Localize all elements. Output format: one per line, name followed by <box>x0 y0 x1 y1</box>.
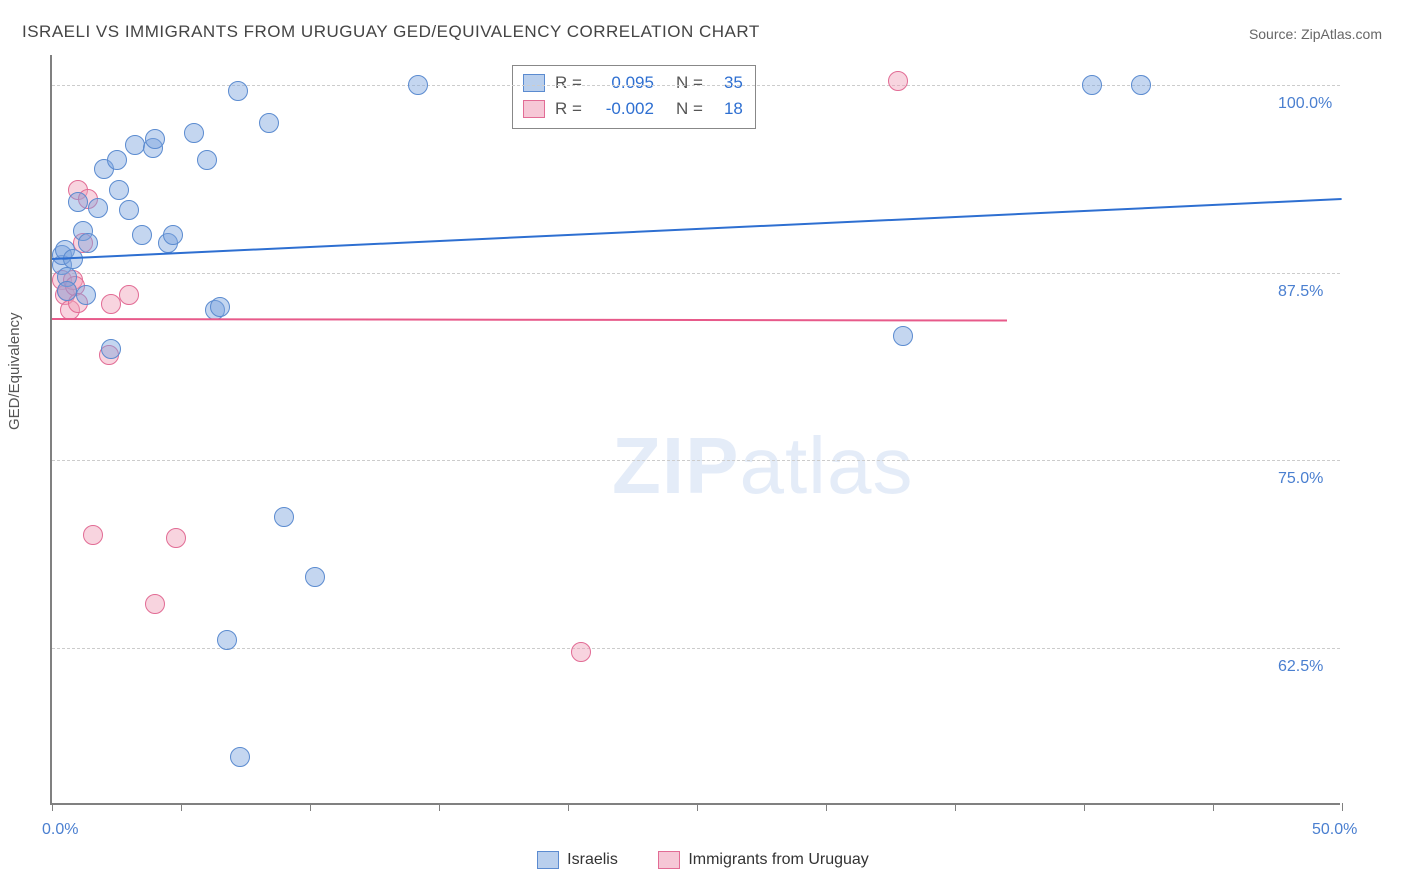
legend-item-2: Immigrants from Uruguay <box>658 851 869 869</box>
data-point <box>274 507 294 527</box>
data-point <box>119 200 139 220</box>
legend-label-2: Immigrants from Uruguay <box>688 851 869 869</box>
watermark-zip: ZIP <box>612 421 739 510</box>
y-tick-label: 75.0% <box>1278 470 1323 488</box>
swatch-s1-icon <box>537 851 559 869</box>
y-tick-label: 62.5% <box>1278 658 1323 676</box>
data-point <box>101 294 121 314</box>
x-tick <box>826 803 827 811</box>
data-point <box>893 326 913 346</box>
R-label: R = <box>555 70 582 96</box>
data-point <box>78 233 98 253</box>
x-tick <box>955 803 956 811</box>
data-point <box>145 129 165 149</box>
data-point <box>163 225 183 245</box>
data-point <box>57 281 77 301</box>
data-point <box>1082 75 1102 95</box>
data-point <box>132 225 152 245</box>
x-tick <box>52 803 53 811</box>
data-point <box>571 642 591 662</box>
x-tick <box>697 803 698 811</box>
data-point <box>217 630 237 650</box>
y-tick-label: 100.0% <box>1278 95 1332 113</box>
x-tick <box>1342 803 1343 811</box>
x-tick <box>568 803 569 811</box>
data-point <box>107 150 127 170</box>
x-tick <box>1213 803 1214 811</box>
legend-stats-row-2: R = -0.002 N = 18 <box>523 96 743 122</box>
data-point <box>101 339 121 359</box>
s2-N-value: 18 <box>713 96 743 122</box>
data-point <box>228 81 248 101</box>
N-label: N = <box>676 96 703 122</box>
data-point <box>197 150 217 170</box>
chart-title: ISRAELI VS IMMIGRANTS FROM URUGUAY GED/E… <box>22 22 760 42</box>
x-tick <box>1084 803 1085 811</box>
watermark-atlas: atlas <box>739 421 913 510</box>
data-point <box>109 180 129 200</box>
s2-R-value: -0.002 <box>592 96 654 122</box>
plot-area: ZIPatlas R = 0.095 N = 35 R = -0.002 N =… <box>50 55 1340 805</box>
R-label: R = <box>555 96 582 122</box>
legend-label-1: Israelis <box>567 851 618 869</box>
data-point <box>408 75 428 95</box>
data-point <box>184 123 204 143</box>
gridline <box>52 460 1340 461</box>
data-point <box>166 528 186 548</box>
data-point <box>230 747 250 767</box>
data-point <box>888 71 908 91</box>
legend-item-1: Israelis <box>537 851 618 869</box>
watermark: ZIPatlas <box>612 420 913 512</box>
y-tick-label: 87.5% <box>1278 283 1323 301</box>
data-point <box>305 567 325 587</box>
N-label: N = <box>676 70 703 96</box>
x-tick-label: 0.0% <box>42 821 78 839</box>
legend-stats-box: R = 0.095 N = 35 R = -0.002 N = 18 <box>512 65 756 129</box>
gridline <box>52 648 1340 649</box>
data-point <box>125 135 145 155</box>
x-tick-label: 50.0% <box>1312 821 1357 839</box>
swatch-s2-icon <box>523 100 545 118</box>
s1-R-value: 0.095 <box>592 70 654 96</box>
data-point <box>259 113 279 133</box>
legend-bottom: Israelis Immigrants from Uruguay <box>0 851 1406 874</box>
x-tick <box>439 803 440 811</box>
swatch-s1-icon <box>523 74 545 92</box>
data-point <box>210 297 230 317</box>
swatch-s2-icon <box>658 851 680 869</box>
data-point <box>1131 75 1151 95</box>
source-label: Source: ZipAtlas.com <box>1249 26 1382 42</box>
x-tick <box>310 803 311 811</box>
data-point <box>68 192 88 212</box>
data-point <box>119 285 139 305</box>
data-point <box>145 594 165 614</box>
trend-line <box>52 198 1342 260</box>
x-tick <box>181 803 182 811</box>
y-axis-label: GED/Equivalency <box>6 312 23 430</box>
data-point <box>83 525 103 545</box>
s1-N-value: 35 <box>713 70 743 96</box>
gridline <box>52 273 1340 274</box>
data-point <box>76 285 96 305</box>
data-point <box>88 198 108 218</box>
trend-line <box>52 318 1007 322</box>
legend-stats-row-1: R = 0.095 N = 35 <box>523 70 743 96</box>
